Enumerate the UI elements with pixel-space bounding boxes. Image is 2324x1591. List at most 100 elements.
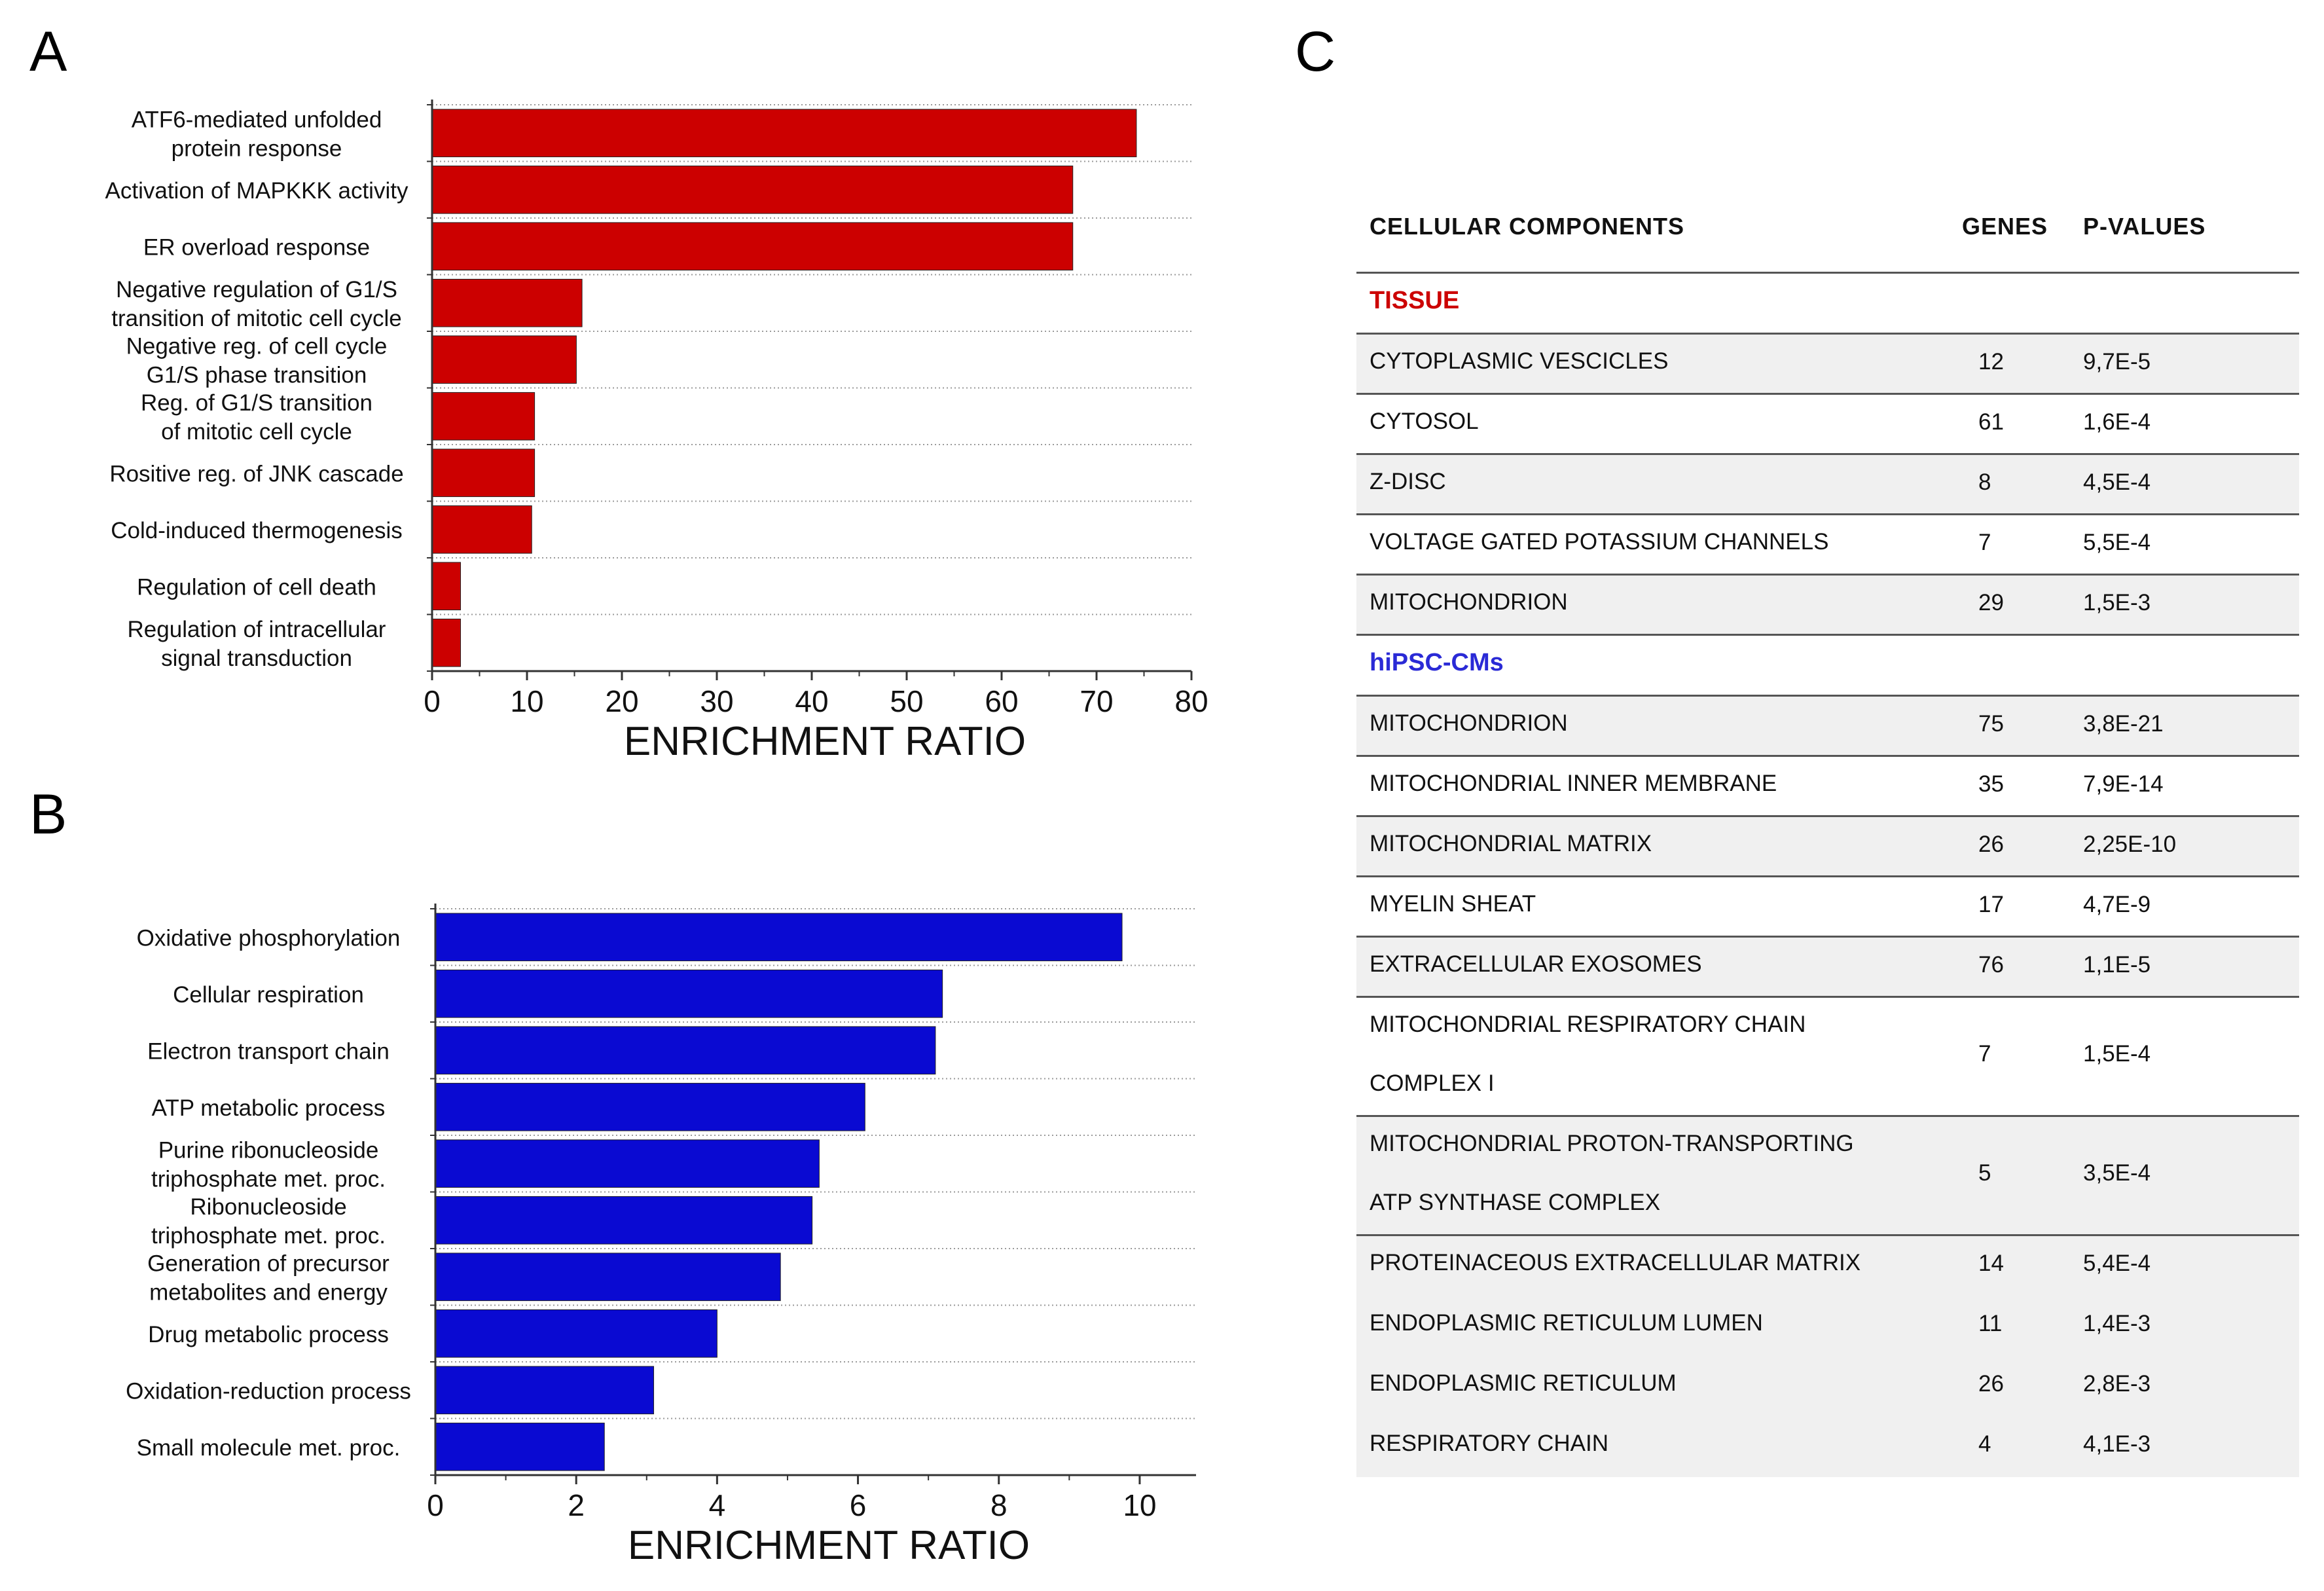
table-row: MITOCHONDRION 75 3,8E-21: [1356, 697, 2299, 757]
bar: [431, 165, 1074, 214]
table-row: MITOCHONDRIAL INNER MEMBRANE 35 7,9E-14: [1356, 757, 2299, 817]
bar: [431, 222, 1074, 271]
cellular-components-table: CELLULAR COMPONENTS GENES P-VALUES TISSU…: [1356, 193, 2299, 1477]
bar: [431, 278, 583, 327]
x-tick-label: 8: [990, 1488, 1008, 1522]
x-tick-label: 40: [795, 684, 828, 718]
gene-count: 26: [1978, 1371, 2004, 1397]
gene-count: 17: [1978, 892, 2004, 917]
x-tick-label: 4: [709, 1488, 726, 1522]
category-label: ER overload response: [143, 234, 370, 260]
bar: [435, 913, 1123, 962]
gene-count: 35: [1978, 771, 2004, 797]
bar: [435, 1309, 717, 1358]
p-value: 3,5E-4: [2083, 1160, 2151, 1186]
p-value: 2,25E-10: [2083, 832, 2177, 857]
x-tick-label: 60: [985, 684, 1018, 718]
bar: [435, 1139, 820, 1188]
table-row: MITOCHONDRIAL RESPIRATORY CHAIN COMPLEX I…: [1356, 998, 2299, 1117]
gene-count: 12: [1978, 349, 2004, 375]
gene-count: 7: [1978, 1041, 1991, 1067]
panel-label-a: A: [29, 20, 67, 83]
category-label: ATP metabolic process: [152, 1095, 386, 1121]
bar: [435, 1196, 813, 1245]
category-label: Regulation of intracellular: [128, 617, 386, 642]
gene-count: 76: [1978, 952, 2004, 978]
bar: [435, 1366, 655, 1415]
bar: [435, 1422, 605, 1471]
gene-count: 5: [1978, 1160, 1991, 1186]
table-header: CELLULAR COMPONENTS GENES P-VALUES: [1356, 193, 2299, 274]
x-axis-label: ENRICHMENT RATIO: [624, 719, 1026, 764]
category-label: Negative reg. of cell cycle: [126, 333, 388, 359]
category-label: Electron transport chain: [147, 1038, 390, 1064]
category-label: Generation of precursor: [147, 1251, 390, 1276]
category-label: Small molecule met. proc.: [137, 1435, 401, 1461]
category-label: Activation of MAPKKK activity: [105, 178, 409, 204]
component-name: PROTEINACEOUS EXTRACELLULAR MATRIX: [1370, 1250, 1861, 1275]
p-value: 4,7E-9: [2083, 892, 2151, 917]
table-row: ENDOPLASMIC RETICULUM LUMEN 11 1,4E-3: [1356, 1296, 2299, 1357]
x-tick-label: 80: [1174, 684, 1208, 718]
category-label: Oxidation-reduction process: [126, 1378, 411, 1404]
group-header: hiPSC-CMs: [1356, 636, 2299, 697]
category-label: Purine ribonucleoside: [158, 1137, 379, 1163]
x-tick-label: 50: [890, 684, 923, 718]
x-axis-label: ENRICHMENT RATIO: [628, 1523, 1030, 1568]
gene-count: 8: [1978, 469, 1991, 495]
gene-count: 26: [1978, 832, 2004, 857]
table-row: MITOCHONDRIAL MATRIX 26 2,25E-10: [1356, 817, 2299, 877]
table-row: CYTOPLASMIC VESCICLES 12 9,7E-5: [1356, 335, 2299, 395]
panel-label-b: B: [29, 783, 67, 846]
table-row: VOLTAGE GATED POTASSIUM CHANNELS 7 5,5E-4: [1356, 515, 2299, 576]
table-row: PROTEINACEOUS EXTRACELLULAR MATRIX 14 5,4E…: [1356, 1236, 2299, 1296]
category-label: triphosphate met. proc.: [151, 1166, 386, 1192]
chart-b: Oxidative phosphorylation Cellular respir…: [126, 904, 1196, 1568]
category-label: Cold-induced thermogenesis: [111, 518, 403, 543]
gene-count: 61: [1978, 409, 2004, 435]
p-value: 1,1E-5: [2083, 952, 2151, 978]
category-label: Negative regulation of G1/S: [116, 277, 397, 302]
p-value: 5,5E-4: [2083, 530, 2151, 555]
category-label: Reg. of G1/S transition: [141, 390, 372, 416]
bar: [435, 1253, 781, 1302]
category-label: protein response: [172, 136, 342, 161]
component-name: ENDOPLASMIC RETICULUM LUMEN: [1370, 1310, 1763, 1336]
category-label: Oxidative phosphorylation: [137, 925, 401, 951]
group-header: TISSUE: [1356, 274, 2299, 335]
gene-count: 7: [1978, 530, 1991, 555]
category-label: G1/S phase transition: [147, 362, 367, 388]
component-name: MYELIN SHEAT: [1370, 891, 1536, 917]
bar: [435, 1026, 936, 1075]
component-name: VOLTAGE GATED POTASSIUM CHANNELS: [1370, 529, 1829, 555]
x-tick-label: 30: [700, 684, 733, 718]
bar: [431, 562, 461, 611]
x-tick-label: 10: [1123, 1488, 1156, 1522]
table-body: TISSUE CYTOPLASMIC VESCICLES 12 9,7E-5 CYTOS…: [1356, 274, 2299, 1477]
table-row: MITOCHONDRION 29 1,5E-3: [1356, 576, 2299, 636]
bar: [431, 109, 1137, 158]
p-value: 3,8E-21: [2083, 711, 2164, 737]
table-row: Z-DISC 8 4,5E-4: [1356, 455, 2299, 515]
p-value: 1,5E-4: [2083, 1041, 2151, 1067]
category-label: Cellular respiration: [173, 982, 364, 1008]
x-tick-label: 10: [510, 684, 543, 718]
gene-count: 11: [1978, 1311, 2003, 1336]
category-label: of mitotic cell cycle: [161, 419, 352, 445]
bar: [431, 392, 536, 441]
gene-count: 14: [1978, 1251, 2004, 1276]
group-title: TISSUE: [1370, 287, 1460, 314]
x-tick-label: 0: [427, 1488, 444, 1522]
category-label: metabolites and energy: [149, 1279, 388, 1305]
p-value: 7,9E-14: [2083, 771, 2164, 797]
table-row: RESPIRATORY CHAIN 4 4,1E-3: [1356, 1417, 2299, 1477]
category-label: transition of mitotic cell cycle: [111, 306, 401, 331]
component-name: MITOCHONDRION: [1370, 589, 1568, 615]
category-label: Drug metabolic process: [148, 1322, 389, 1347]
category-label: Ribonucleoside: [190, 1194, 346, 1220]
component-name: MITOCHONDRIAL INNER MEMBRANE: [1370, 771, 1777, 796]
component-name: MITOCHONDRIAL PROTON-TRANSPORTING ATP SYN…: [1370, 1131, 1854, 1215]
p-value: 4,5E-4: [2083, 469, 2151, 495]
gene-count: 4: [1978, 1431, 1991, 1457]
table-row: MITOCHONDRIAL PROTON-TRANSPORTING ATP SYN…: [1356, 1117, 2299, 1236]
